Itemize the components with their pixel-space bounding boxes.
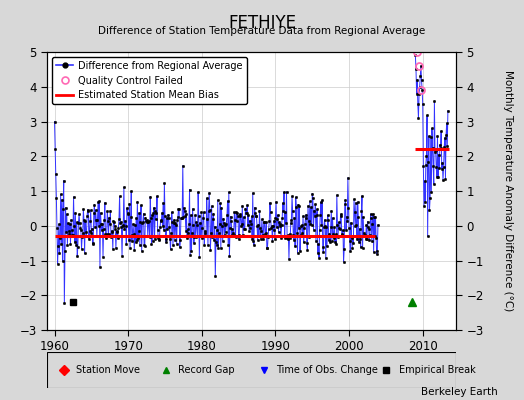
Legend: Difference from Regional Average, Quality Control Failed, Estimated Station Mean: Difference from Regional Average, Qualit… [52, 57, 247, 104]
Text: FETHIYE: FETHIYE [228, 14, 296, 32]
Text: Station Move: Station Move [76, 365, 140, 375]
Y-axis label: Monthly Temperature Anomaly Difference (°C): Monthly Temperature Anomaly Difference (… [503, 70, 513, 312]
Text: Record Gap: Record Gap [178, 365, 235, 375]
Text: Time of Obs. Change: Time of Obs. Change [276, 365, 378, 375]
Text: Difference of Station Temperature Data from Regional Average: Difference of Station Temperature Data f… [99, 26, 425, 36]
Text: Berkeley Earth: Berkeley Earth [421, 387, 498, 397]
Text: Empirical Break: Empirical Break [399, 365, 475, 375]
